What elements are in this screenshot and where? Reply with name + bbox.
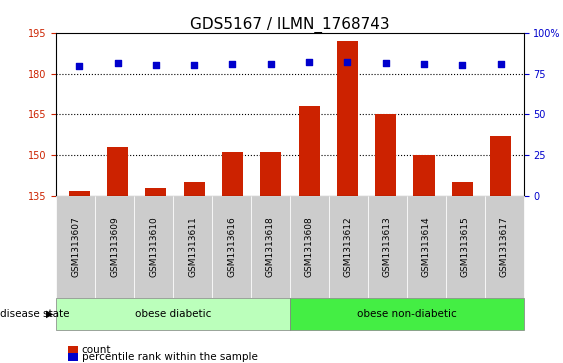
Text: percentile rank within the sample: percentile rank within the sample xyxy=(82,352,257,362)
Point xyxy=(113,60,122,66)
Bar xyxy=(413,155,435,196)
Bar xyxy=(298,106,320,196)
Bar xyxy=(375,114,396,196)
Point xyxy=(266,61,275,67)
Text: obese diabetic: obese diabetic xyxy=(135,309,211,319)
Title: GDS5167 / ILMN_1768743: GDS5167 / ILMN_1768743 xyxy=(190,16,390,33)
Point xyxy=(75,63,84,69)
Bar xyxy=(69,191,90,196)
Point xyxy=(305,60,314,65)
Bar xyxy=(452,182,473,196)
Text: GSM1313607: GSM1313607 xyxy=(72,216,81,277)
Text: GSM1313616: GSM1313616 xyxy=(227,216,236,277)
Point xyxy=(419,61,428,67)
Text: GSM1313612: GSM1313612 xyxy=(344,216,353,277)
Text: GSM1313609: GSM1313609 xyxy=(110,216,119,277)
Bar xyxy=(337,41,358,196)
Text: GSM1313611: GSM1313611 xyxy=(188,216,197,277)
Bar xyxy=(490,136,511,196)
Text: GSM1313613: GSM1313613 xyxy=(383,216,392,277)
Point xyxy=(151,62,160,68)
Point xyxy=(458,62,467,68)
Point xyxy=(381,60,390,66)
Text: GSM1313617: GSM1313617 xyxy=(499,216,508,277)
Point xyxy=(343,59,352,65)
Text: GSM1313615: GSM1313615 xyxy=(461,216,470,277)
Point xyxy=(228,61,237,67)
Text: disease state: disease state xyxy=(0,309,69,319)
Text: GSM1313618: GSM1313618 xyxy=(266,216,275,277)
Bar xyxy=(145,188,167,196)
Point xyxy=(190,62,199,68)
Text: count: count xyxy=(82,345,111,355)
Bar xyxy=(222,152,243,196)
Text: GSM1313610: GSM1313610 xyxy=(149,216,158,277)
Text: obese non-diabetic: obese non-diabetic xyxy=(357,309,457,319)
Bar xyxy=(184,182,205,196)
Bar xyxy=(260,152,282,196)
Text: GSM1313614: GSM1313614 xyxy=(422,216,431,277)
Text: ▶: ▶ xyxy=(46,309,53,319)
Text: GSM1313608: GSM1313608 xyxy=(305,216,314,277)
Bar xyxy=(107,147,128,196)
Point xyxy=(496,61,505,66)
